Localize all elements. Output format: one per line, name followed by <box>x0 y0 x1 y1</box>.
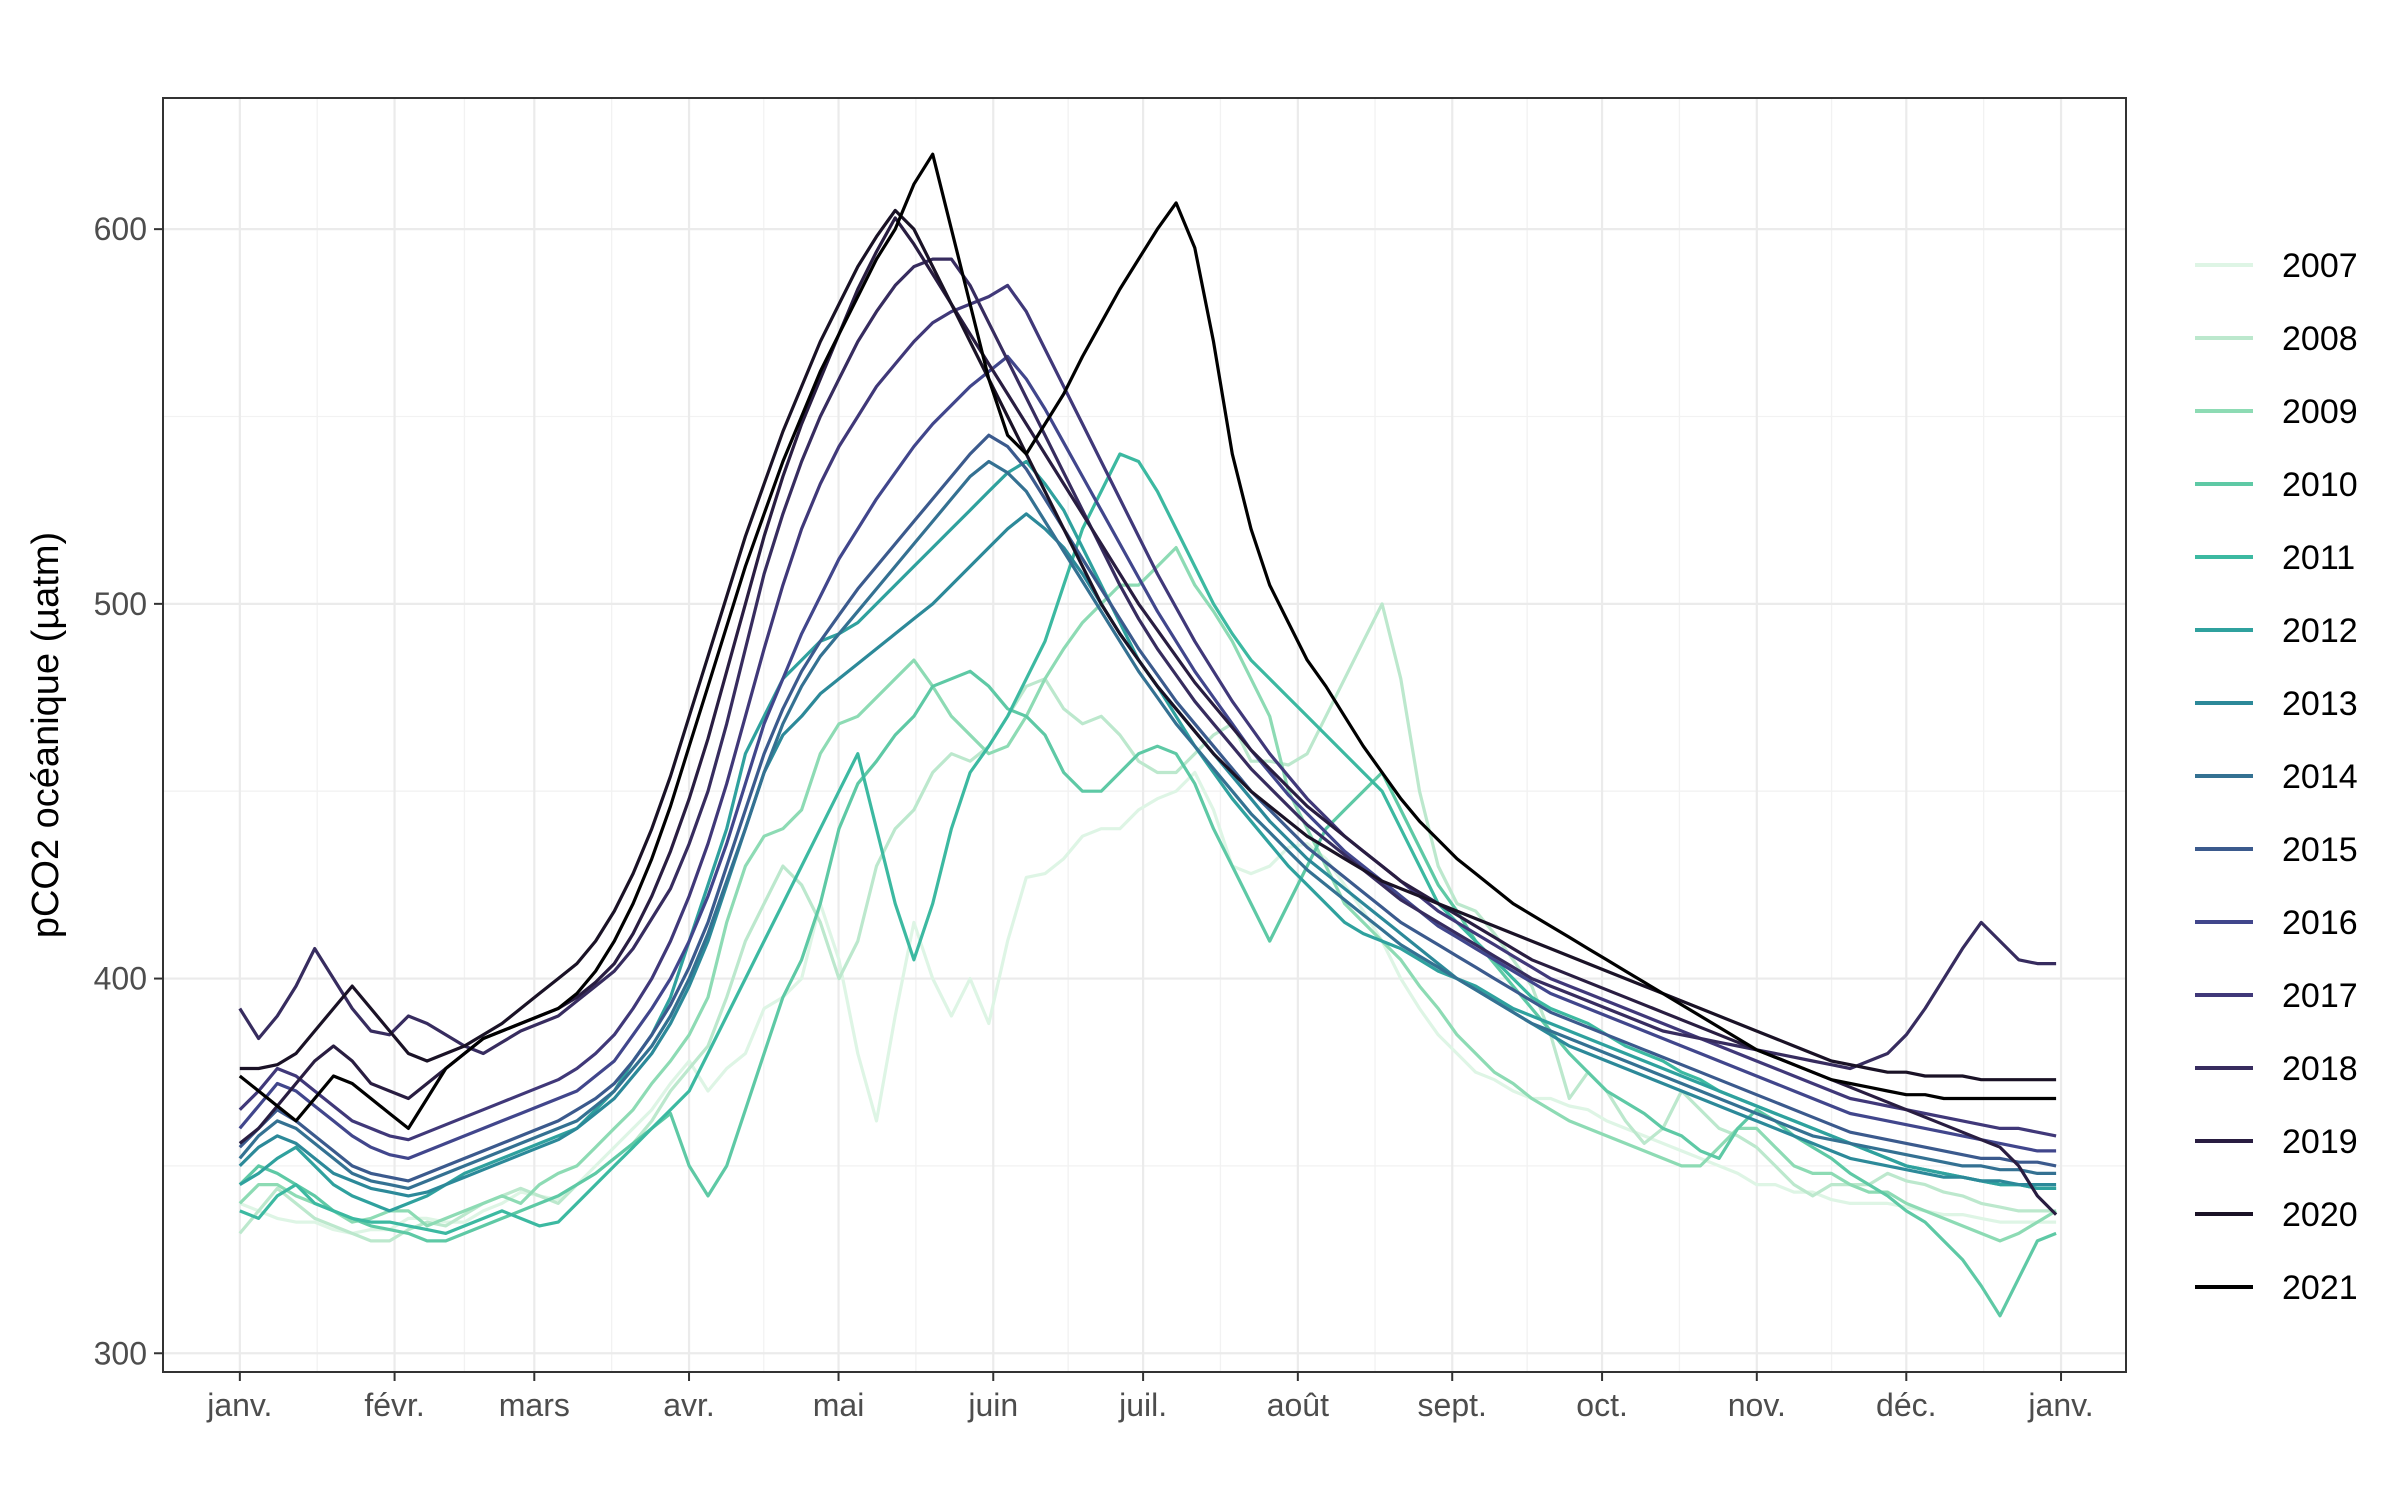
series-line-2014 <box>238 459 2057 1191</box>
legend-label-2013: 2013 <box>2282 685 2358 723</box>
x-tick-label: juil. <box>1118 1387 1167 1423</box>
y-tick-label: 500 <box>94 586 147 622</box>
y-tick-label: 600 <box>94 211 147 247</box>
series-line-2017 <box>238 283 2057 1142</box>
legend-label-2011: 2011 <box>2282 539 2355 577</box>
series-line-2020 <box>239 208 2057 1082</box>
series-line-2021 <box>238 152 2057 1131</box>
x-tick-label: janv. <box>2027 1387 2093 1423</box>
y-axis: 300 400 500 600 <box>94 211 163 1371</box>
plot-panel-border <box>162 97 2127 1373</box>
x-tick-label: août <box>1267 1387 1329 1423</box>
legend-label-2012: 2012 <box>2282 612 2358 650</box>
legend: 2007 2008 2009 2010 2011 2012 2013 2014 2015 2016… <box>2195 247 2358 1307</box>
series-line-2009 <box>238 545 2057 1243</box>
legend-label-2009: 2009 <box>2282 393 2358 431</box>
x-tick-label: mars <box>499 1387 570 1423</box>
grid-major <box>163 98 2126 1372</box>
x-tick-label: juin <box>967 1387 1018 1423</box>
y-tick-label: 400 <box>94 961 147 997</box>
legend-label-2010: 2010 <box>2282 466 2358 504</box>
x-tick-label: sept. <box>1418 1387 1487 1423</box>
x-tick-label: janv. <box>206 1387 272 1423</box>
x-tick-label: nov. <box>1728 1387 1786 1423</box>
legend-label-2018: 2018 <box>2282 1050 2358 1088</box>
y-axis-title: pCO2 océanique (µatm) <box>25 532 67 938</box>
series-line-2008 <box>238 602 2057 1243</box>
legend-label-2016: 2016 <box>2282 904 2358 942</box>
y-tick-label: 300 <box>94 1335 147 1371</box>
x-tick-label: févr. <box>364 1387 424 1423</box>
x-tick-label: oct. <box>1576 1387 1628 1423</box>
legend-label-2019: 2019 <box>2282 1123 2358 1161</box>
legend-label-2007: 2007 <box>2282 247 2358 285</box>
x-axis: janv. févr. mars avr. mai juin juil. août sept. o… <box>206 1372 2094 1423</box>
series-line-2016 <box>238 354 2057 1161</box>
series-lines <box>238 152 2058 1318</box>
legend-label-2021: 2021 <box>2282 1269 2358 1307</box>
legend-label-2014: 2014 <box>2282 758 2358 796</box>
legend-label-2017: 2017 <box>2282 977 2358 1015</box>
x-tick-label: mai <box>813 1387 865 1423</box>
x-tick-label: déc. <box>1876 1387 1936 1423</box>
x-tick-label: avr. <box>663 1387 715 1423</box>
legend-label-2020: 2020 <box>2282 1196 2358 1234</box>
legend-label-2015: 2015 <box>2282 831 2358 869</box>
legend-label-2008: 2008 <box>2282 320 2358 358</box>
series-line-2015 <box>238 433 2057 1183</box>
